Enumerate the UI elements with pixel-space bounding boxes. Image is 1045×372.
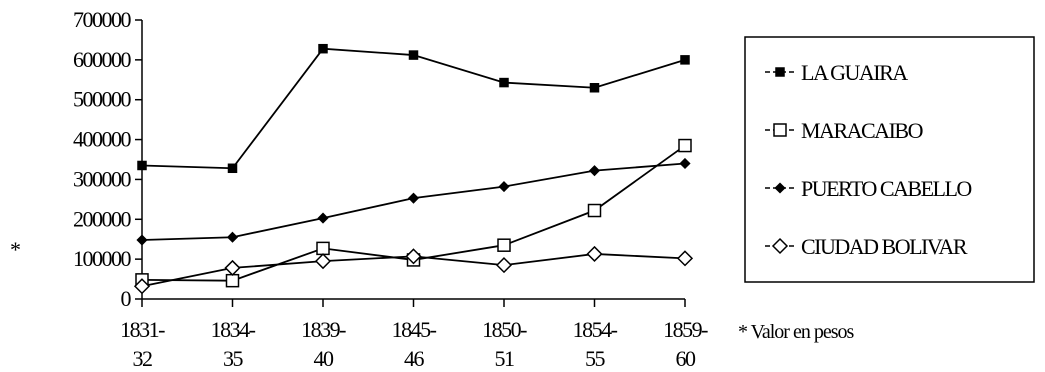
data-point	[316, 241, 330, 256]
data-point	[405, 248, 422, 265]
x-tick-label-line: 1834-	[211, 317, 256, 342]
series-maracaibo	[135, 138, 692, 288]
x-tick-label-line: 1831-	[120, 317, 165, 342]
data-point	[226, 231, 239, 243]
y-tick-label: 0	[121, 286, 132, 311]
data-point	[137, 160, 147, 171]
series-line	[141, 47, 686, 170]
y-tick-label: 100000	[73, 246, 132, 271]
x-tick-label-line: 1854-	[573, 317, 618, 342]
x-tick-label-line: 46	[404, 346, 425, 371]
x-tick-label: 1850- 51	[482, 317, 527, 371]
y-tick-label: 500000	[73, 87, 132, 112]
data-point	[133, 278, 151, 295]
legend-item-ciudad-bolivar: CIUDAD BOLIVAR	[765, 234, 969, 259]
x-tick-label: 1854- 55	[573, 317, 618, 371]
legend-marker	[771, 237, 789, 255]
x-tick-label: 1834- 35	[211, 317, 256, 371]
data-point	[495, 257, 513, 274]
y-tick-label: 300000	[73, 166, 132, 191]
x-tick-label-line: 1845-	[392, 317, 437, 342]
legend-label: LA GUAIRA	[801, 60, 908, 85]
x-tick-label-line: 32	[133, 346, 153, 371]
data-point	[407, 192, 420, 204]
data-point	[498, 181, 510, 193]
legend-marker	[775, 67, 785, 77]
legend-item-puerto-cabello: PUERTO CABELLO	[765, 176, 973, 201]
legend-label: MARACAIBO	[801, 118, 923, 143]
x-tick-label-line: 35	[223, 346, 244, 371]
data-point	[224, 259, 241, 276]
x-tick-label-line: 1839-	[301, 317, 346, 342]
data-point	[497, 238, 511, 252]
data-point	[318, 43, 328, 54]
data-point	[588, 165, 601, 177]
x-tick-label: 1839- 40	[301, 317, 346, 371]
data-point	[227, 163, 238, 174]
y-tick-label: 400000	[73, 127, 132, 152]
x-tick-label: 1859- 60	[663, 317, 708, 371]
data-point	[676, 250, 694, 267]
data-point	[408, 50, 419, 60]
data-point	[678, 138, 692, 153]
footnote: * Valor en pesos	[738, 321, 854, 343]
legend-item-maracaibo: MARACAIBO	[765, 118, 924, 143]
y-axis: 700000 600000 500000 400000 300000 200000 1000…	[10, 7, 143, 311]
plot-area	[133, 43, 694, 295]
data-point	[589, 83, 600, 93]
y-tick-label: 600000	[73, 47, 132, 72]
data-point	[499, 77, 509, 88]
data-point	[679, 157, 691, 170]
data-point	[680, 55, 690, 65]
legend-items: LA GUAIRA MARACAIBO PUERTO CABELLO CIUDAD B…	[765, 60, 973, 259]
data-point	[225, 273, 240, 288]
x-ticks: 1831- 32 1834- 35 1839- 40 1845- 46 1850- 51 1854-…	[120, 299, 710, 371]
y-tick-label: 700000	[73, 7, 132, 32]
data-point	[136, 234, 148, 246]
x-tick-label-line: 40	[314, 346, 335, 371]
x-tick-label-line: 1850-	[482, 317, 527, 342]
data-point	[587, 203, 602, 218]
x-tick-label: 1845- 46	[392, 317, 437, 371]
legend-marker	[774, 182, 786, 194]
x-tick-label-line: 55	[585, 346, 606, 371]
y-tick-label: 200000	[73, 206, 132, 231]
series-la-guaira	[137, 43, 690, 174]
data-point	[317, 212, 329, 224]
data-point	[586, 245, 603, 263]
y-ticks: 700000 600000 500000 400000 300000 200000 1000…	[73, 7, 142, 311]
legend-item-la-guaira: LA GUAIRA	[765, 60, 910, 85]
legend: LA GUAIRA MARACAIBO PUERTO CABELLO CIUDAD B…	[744, 36, 1035, 283]
x-tick-label: 1831- 32	[120, 317, 165, 371]
x-tick-label-line: 1859-	[663, 317, 708, 342]
x-tick-label-line: 51	[495, 346, 515, 371]
legend-label: PUERTO CABELLO	[801, 176, 971, 201]
x-tick-label-line: 60	[676, 346, 697, 371]
series-puerto-cabello	[136, 157, 691, 246]
legend-label: CIUDAD BOLIVAR	[801, 234, 968, 259]
legend-marker	[773, 123, 787, 137]
data-point	[314, 253, 332, 270]
series-ciudad-bolivar	[133, 245, 694, 295]
y-axis-marker: *	[10, 237, 20, 262]
x-axis: 1831- 32 1834- 35 1839- 40 1845- 46 1850- 51 1854-…	[120, 298, 710, 371]
legend-box	[744, 36, 1035, 283]
